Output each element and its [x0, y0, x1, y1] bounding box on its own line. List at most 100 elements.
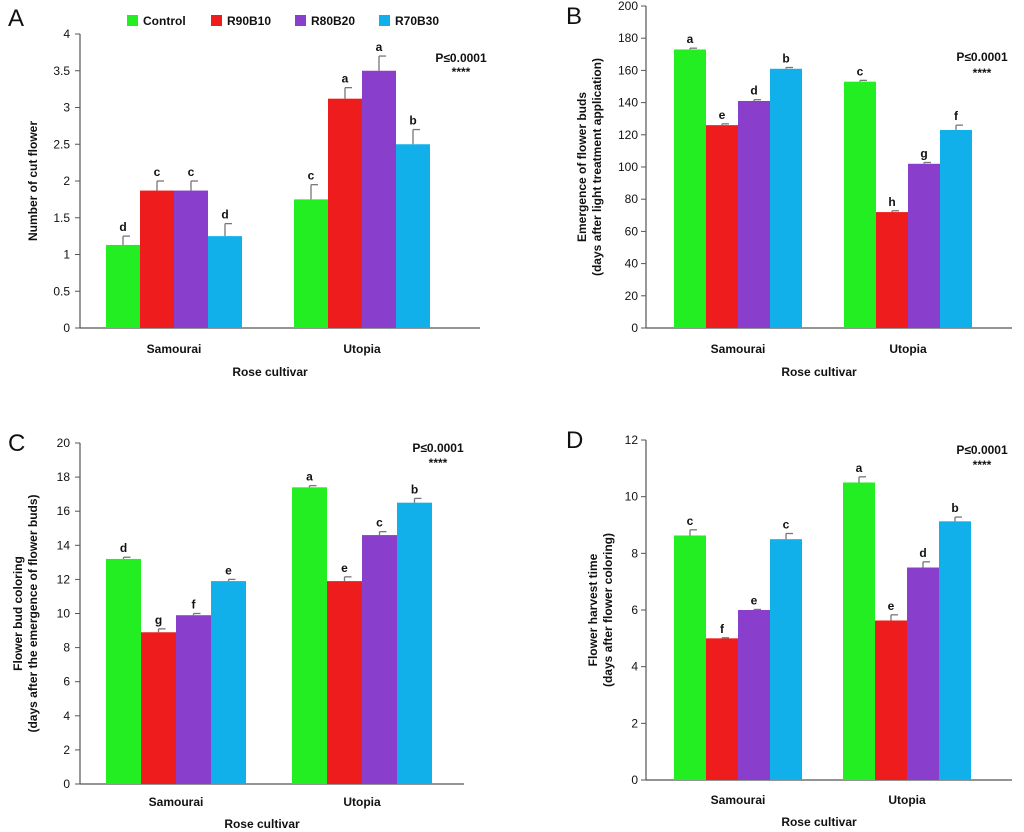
- y-axis-title: Flower bud coloring: [11, 556, 25, 671]
- significance-letter: a: [856, 461, 863, 475]
- y-tick-label: 4: [631, 660, 638, 674]
- y-tick-label: 0: [631, 773, 638, 787]
- category-label: Samourai: [711, 342, 766, 356]
- bar: [140, 190, 174, 328]
- significance-letter: e: [719, 108, 726, 122]
- bar: [362, 70, 396, 328]
- y-tick-label: 100: [618, 160, 638, 174]
- significance-letter: b: [951, 501, 958, 515]
- panels: A 0 0.5 1 1.5 2 2.5 3 3.5 4 Number of cut flower d c…: [8, 0, 1012, 831]
- y-axis-title: Number of cut flower: [26, 121, 40, 241]
- y-tick-label: 8: [63, 641, 70, 655]
- chart-panel-D: D 0 2 4 6 8 10 12 Flower harvest time (days after…: [566, 427, 1012, 829]
- significance-letter: c: [376, 516, 383, 530]
- y-tick-label: 160: [618, 63, 638, 77]
- y-tick-label: 120: [618, 128, 638, 142]
- y-tick-label: 140: [618, 96, 638, 110]
- bar: [174, 190, 208, 328]
- bar: [294, 199, 328, 328]
- y-axis-title: (days after light treatment application): [590, 58, 604, 276]
- p-value-label: P≤0.0001: [956, 50, 1008, 64]
- y-tick-label: 0: [63, 777, 70, 791]
- significance-letter: a: [306, 470, 313, 484]
- p-value-label: P≤0.0001: [956, 443, 1008, 457]
- y-tick-label: 12: [57, 572, 71, 586]
- p-value-label: P≤0.0001: [412, 441, 464, 455]
- p-value-label: P≤0.0001: [435, 51, 487, 65]
- legend-swatch: [379, 15, 390, 26]
- significance-letter: d: [119, 220, 126, 234]
- bar: [844, 81, 876, 328]
- legend: Control R90B10 R80B20 R70B30: [127, 14, 439, 28]
- significance-letter: c: [687, 514, 694, 528]
- y-tick-label: 20: [625, 289, 639, 303]
- y-tick-label: 200: [618, 0, 638, 13]
- chart-panel-A: A 0 0.5 1 1.5 2 2.5 3 3.5 4 Number of cut flower d c…: [8, 5, 487, 379]
- bar: [674, 49, 706, 328]
- bar: [770, 539, 802, 780]
- category-label: Samourai: [711, 793, 766, 807]
- significance-stars: ****: [452, 65, 471, 79]
- y-tick-label: 0.5: [53, 284, 70, 298]
- significance-letter: d: [919, 546, 926, 560]
- significance-letter: c: [154, 165, 161, 179]
- significance-letter: e: [888, 599, 895, 613]
- y-axis-title: (days after flower coloring): [601, 533, 615, 687]
- chart-panel-C: C 0 2 4 6 8 10 12 14 16 18 20 Flower bud coloring (da…: [8, 430, 464, 831]
- significance-letter: a: [376, 40, 383, 54]
- bar: [176, 615, 211, 784]
- bar: [106, 244, 140, 328]
- bar: [908, 163, 940, 328]
- panel-letter: B: [566, 3, 582, 30]
- bar: [738, 100, 770, 329]
- category-label: Samourai: [147, 342, 202, 356]
- bar: [875, 620, 907, 780]
- significance-letter: d: [221, 208, 228, 222]
- significance-stars: ****: [429, 456, 448, 470]
- significance-letter: b: [411, 482, 418, 496]
- legend-label: R70B30: [395, 14, 439, 28]
- x-axis-title: Rose cultivar: [781, 365, 857, 379]
- bar: [706, 638, 738, 780]
- significance-letter: d: [750, 84, 757, 98]
- y-axis-title: Flower harvest time: [586, 553, 600, 666]
- legend-swatch: [295, 15, 306, 26]
- bar: [674, 535, 706, 780]
- legend-label: R80B20: [311, 14, 355, 28]
- panel-letter: C: [8, 430, 25, 457]
- bar: [738, 610, 770, 780]
- bar: [362, 535, 397, 784]
- significance-letter: g: [920, 146, 927, 160]
- significance-letter: g: [155, 613, 162, 627]
- y-tick-label: 10: [57, 607, 71, 621]
- y-tick-label: 1.5: [53, 211, 70, 225]
- bar: [843, 482, 875, 780]
- bar: [327, 581, 362, 784]
- legend-label: Control: [143, 14, 186, 28]
- y-tick-label: 40: [625, 257, 639, 271]
- chart-panel-B: B 0 20 40 60 80 100 120 140 160 180 200 Emergence of…: [566, 0, 1012, 379]
- x-axis-title: Rose cultivar: [232, 365, 308, 379]
- bar: [397, 502, 432, 784]
- category-label: Utopia: [343, 342, 381, 356]
- bar: [328, 98, 362, 329]
- significance-letter: e: [751, 593, 758, 607]
- bar: [292, 487, 327, 784]
- significance-letter: b: [782, 52, 789, 66]
- bar: [211, 581, 246, 784]
- y-axis-title: Emergence of flower buds: [575, 92, 589, 242]
- significance-letter: c: [188, 165, 195, 179]
- significance-letter: a: [342, 72, 349, 86]
- y-tick-label: 80: [625, 192, 639, 206]
- significance-letter: c: [783, 518, 790, 532]
- y-tick-label: 60: [625, 224, 639, 238]
- y-axis-title: (days after the emergence of flower buds…: [26, 494, 40, 732]
- significance-letter: e: [341, 561, 348, 575]
- y-tick-label: 4: [63, 27, 70, 41]
- significance-letter: f: [954, 109, 959, 123]
- significance-letter: b: [409, 114, 416, 128]
- bar: [141, 632, 176, 784]
- y-tick-label: 8: [631, 546, 638, 560]
- y-tick-label: 6: [63, 675, 70, 689]
- y-tick-label: 2: [63, 174, 70, 188]
